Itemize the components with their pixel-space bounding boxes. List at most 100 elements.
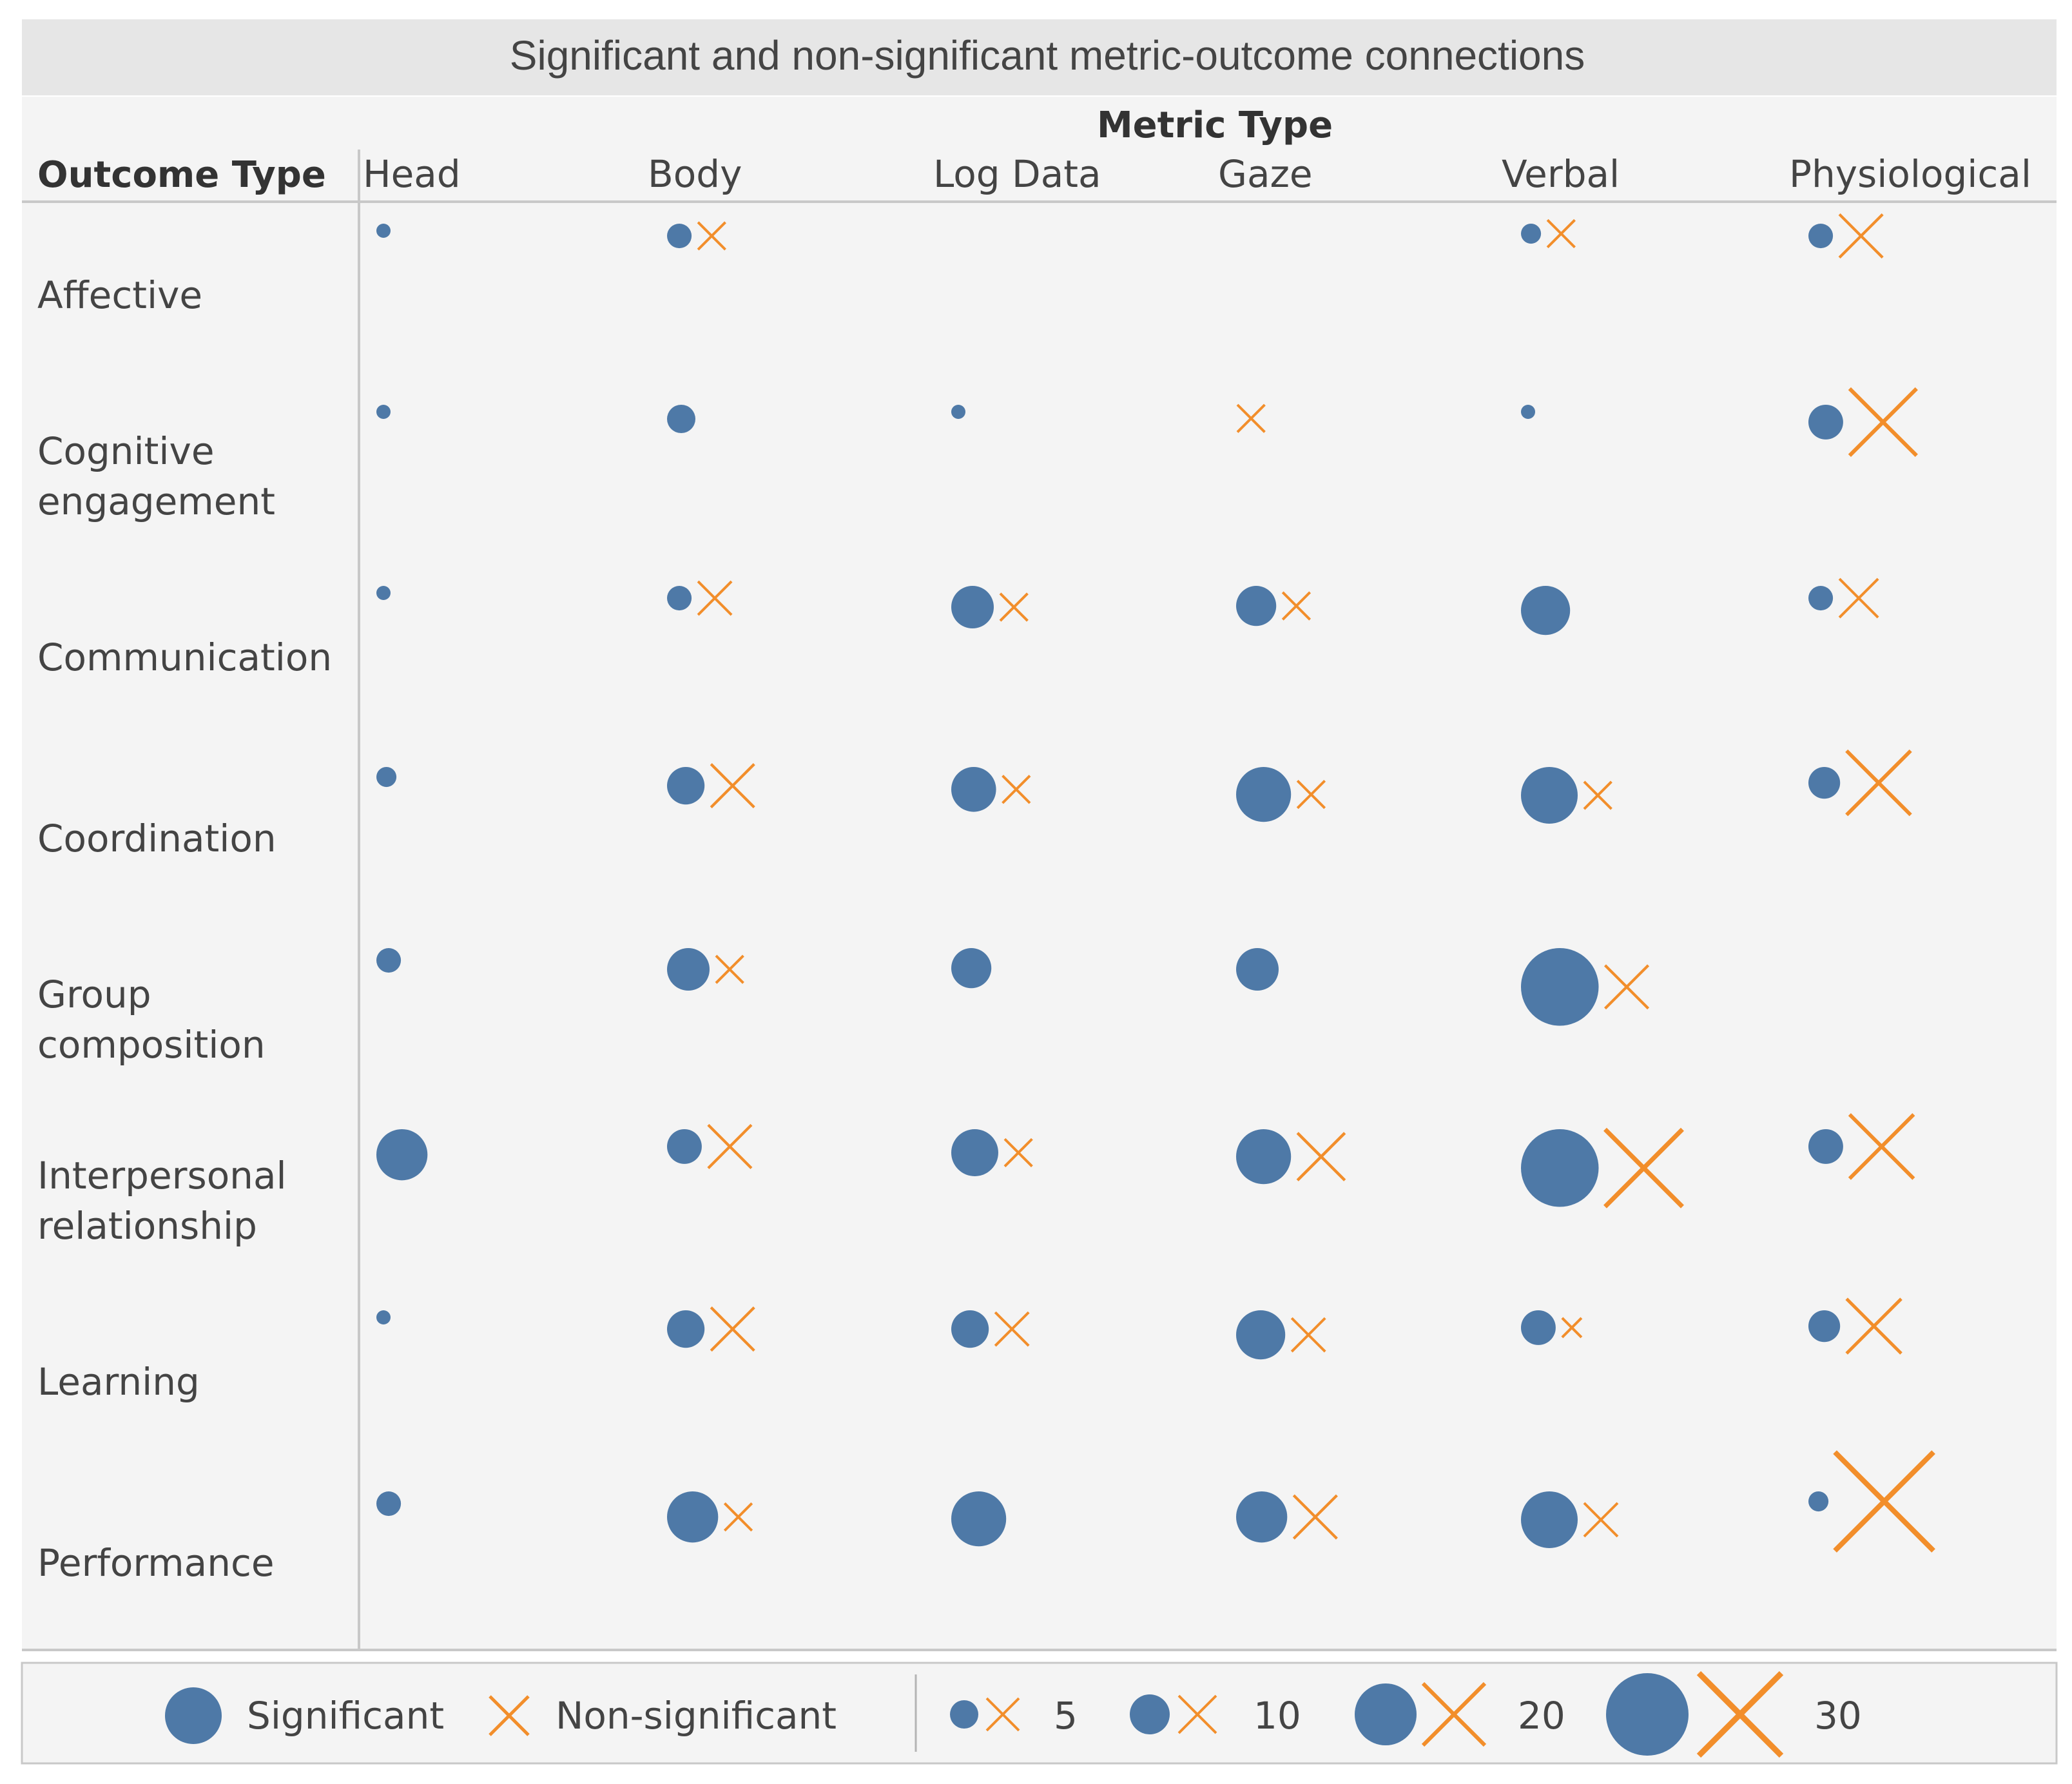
legend-size-circle-30 [1606,1673,1689,1756]
non-significant-mark-learning-gaze [1290,1317,1326,1353]
legend-box [21,1662,2058,1765]
significant-mark-communication-log-data [951,586,994,628]
non-significant-mark-interpersonal-relationship-body [707,1123,753,1169]
significant-mark-learning-head [376,1310,391,1324]
legend-significant-symbol [165,1687,222,1744]
significant-mark-performance-head [376,1491,402,1517]
significant-mark-interpersonal-relationship-log-data [951,1129,998,1176]
legend-size-label-10: 10 [1254,1694,1301,1738]
non-significant-mark-learning-physiological [1845,1297,1903,1355]
row-label-coordination: Coordination [37,817,276,860]
column-label-physiological: Physiological [1789,152,2031,196]
non-significant-mark-coordination-gaze [1296,779,1326,810]
column-label-log-data: Log Data [933,152,1101,196]
plot-panel [22,97,2057,1650]
chart-title: Significant and non-significant metric-o… [510,32,1585,79]
non-significant-mark-coordination-physiological [1845,749,1912,817]
legend-size-circle-20 [1355,1683,1417,1745]
non-significant-mark-performance-body [723,1502,753,1532]
significant-mark-affective-physiological [1808,224,1834,249]
non-significant-mark-group-composition-body [715,955,744,984]
non-significant-mark-interpersonal-relationship-verbal [1603,1127,1684,1208]
row-label-cognitive-engagement-line-1: Cognitive [37,429,215,473]
significant-mark-communication-physiological [1808,586,1834,611]
row-label-interpersonal-relationship-line-1: Interpersonal [37,1154,287,1197]
legend: Significant Non-significant 5 10 20 30 [21,1662,2058,1765]
column-label-body: Body [648,152,742,196]
non-significant-mark-cognitive-engagement-physiological [1848,387,1918,458]
significant-mark-cognitive-engagement-physiological [1808,405,1843,440]
row-label-group-composition-line-1: Group [37,973,151,1016]
significant-mark-learning-body [667,1310,705,1348]
non-significant-mark-interpersonal-relationship-log-data [1003,1138,1033,1168]
row-label-learning: Learning [37,1360,200,1404]
significant-mark-communication-verbal [1521,586,1571,635]
significant-mark-learning-verbal [1521,1310,1556,1345]
title-bar [22,19,2057,95]
non-significant-mark-learning-log-data [994,1311,1030,1347]
non-significant-mark-group-composition-verbal [1603,964,1650,1010]
legend-non-significant-symbol [489,1695,530,1736]
significant-mark-interpersonal-relationship-head [376,1129,428,1181]
non-significant-mark-cognitive-engagement-gaze [1236,403,1266,433]
legend-size-circle-10 [1130,1694,1170,1734]
significant-mark-coordination-verbal [1521,767,1578,824]
column-header-title: Metric Type [1097,104,1333,146]
legend-size-x-10 [1177,1694,1217,1734]
non-significant-mark-communication-log-data [999,592,1029,622]
significant-mark-coordination-physiological [1808,767,1841,799]
significant-mark-coordination-head [376,767,397,788]
significant-mark-group-composition-body [667,948,710,991]
legend-size-x-5 [985,1697,1020,1732]
significant-mark-cognitive-engagement-head [376,405,391,419]
non-significant-mark-communication-gaze [1281,591,1312,621]
non-significant-mark-performance-physiological [1833,1450,1935,1553]
significant-mark-cognitive-engagement-body [667,405,695,433]
non-significant-mark-affective-body [697,221,726,251]
significant-mark-learning-physiological [1808,1310,1841,1343]
non-significant-mark-coordination-verbal [1583,780,1612,810]
significant-mark-communication-gaze [1236,586,1277,626]
legend-non-significant-label: Non-significant [556,1694,837,1738]
row-label-communication: Communication [37,635,332,679]
significant-mark-performance-verbal [1521,1491,1578,1548]
row-label-interpersonal-relationship-line-2: relationship [37,1204,257,1248]
significant-mark-interpersonal-relationship-body [667,1129,702,1164]
significant-mark-cognitive-engagement-verbal [1521,405,1535,419]
column-label-verbal: Verbal [1502,152,1620,196]
row-header-title: Outcome Type [37,154,326,196]
non-significant-mark-affective-physiological [1838,213,1884,259]
significant-mark-communication-head [376,586,391,600]
legend-size-x-20 [1421,1682,1487,1747]
significant-mark-coordination-gaze [1236,767,1292,822]
significant-mark-group-composition-gaze [1236,948,1279,991]
non-significant-mark-interpersonal-relationship-gaze [1296,1132,1346,1181]
legend-size-label-20: 20 [1518,1694,1565,1738]
significant-mark-performance-physiological [1808,1491,1829,1512]
significant-mark-coordination-log-data [951,767,996,812]
significant-mark-affective-verbal [1521,224,1542,244]
row-label-cognitive-engagement-line-2: engagement [37,480,275,523]
non-significant-mark-learning-verbal [1561,1317,1583,1339]
significant-mark-learning-gaze [1236,1310,1286,1360]
row-label-performance: Performance [37,1541,275,1585]
legend-size-label-5: 5 [1054,1694,1078,1738]
significant-mark-affective-head [376,224,391,238]
non-significant-mark-performance-gaze [1292,1494,1338,1540]
column-label-head: Head [363,152,461,196]
significant-mark-communication-body [667,586,692,611]
significant-mark-performance-gaze [1236,1491,1288,1543]
non-significant-mark-coordination-body [710,763,755,809]
non-significant-mark-performance-verbal [1583,1502,1619,1538]
legend-size-label-30: 30 [1814,1694,1862,1738]
significant-mark-performance-log-data [951,1491,1007,1547]
legend-size-x-30 [1696,1671,1784,1758]
significant-mark-coordination-body [667,767,705,805]
non-significant-mark-affective-verbal [1546,218,1576,249]
row-label-group-composition-line-2: composition [37,1023,266,1067]
significant-mark-group-composition-log-data [951,948,992,989]
non-significant-mark-communication-physiological [1838,577,1879,619]
legend-size-circle-5 [950,1700,978,1729]
non-significant-mark-learning-body [710,1306,755,1352]
